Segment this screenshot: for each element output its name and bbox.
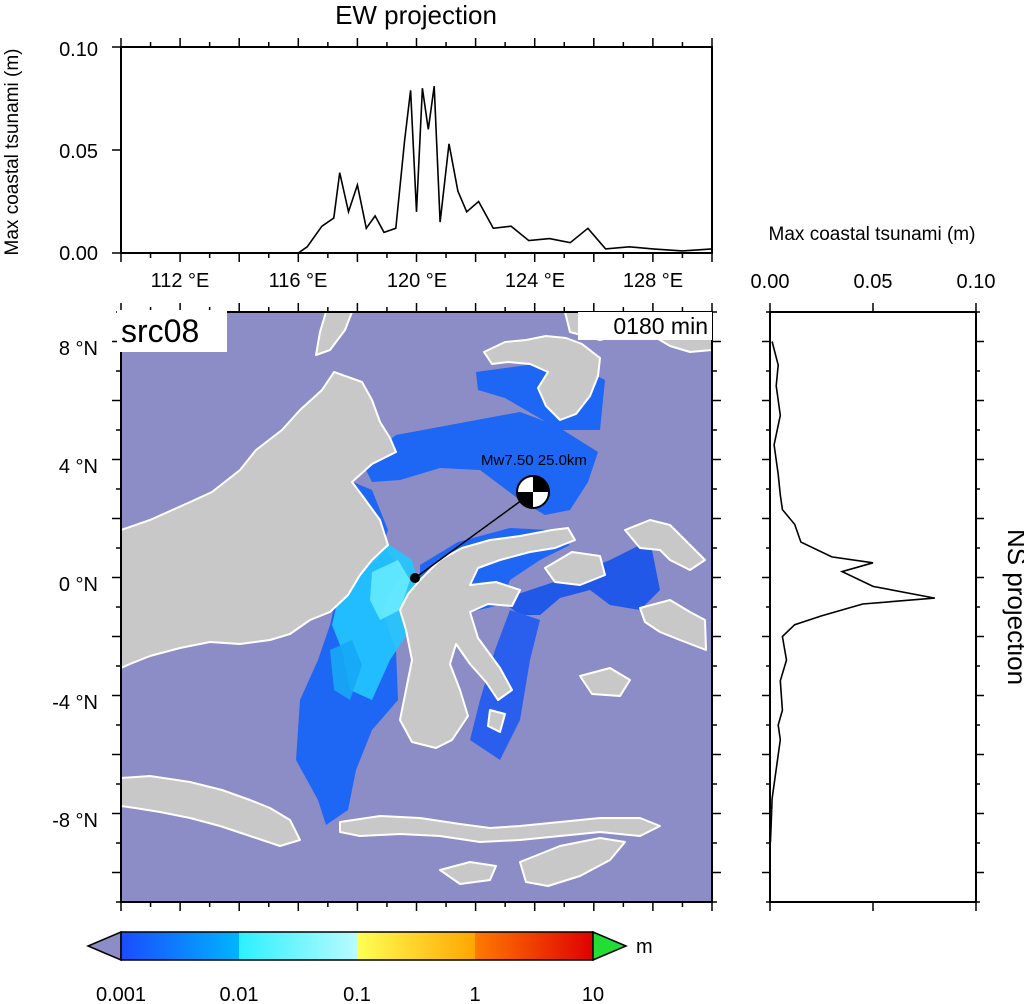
map-axis — [112, 303, 721, 911]
colorbar-tick-label: 0.1 — [343, 984, 371, 1004]
colorbar-under-triangle — [86, 930, 122, 962]
time-label: 0180 min — [613, 313, 708, 339]
colorbar-segment — [475, 932, 593, 960]
ew-axis — [112, 38, 713, 262]
ew-xtick-label: 120 °E — [387, 270, 447, 292]
ew-xtick-label: 116 °E — [269, 270, 328, 292]
colorbar-tick-labels: 0.001 0.01 0.1 1 10 — [96, 984, 604, 1004]
source-label: src08 — [121, 313, 199, 349]
land-halmahera — [624, 519, 706, 571]
map-ytick-labels: 8 °N 4 °N 0 °N -4 °N -8 °N — [52, 338, 98, 832]
source-label-box — [117, 310, 227, 352]
colorbar-segment — [239, 932, 357, 960]
epicenter-dot — [410, 573, 420, 583]
ew-ytick-labels: 0.10 0.05 0.00 — [59, 39, 98, 265]
ew-ytick-label: 0.10 — [59, 39, 98, 61]
ns-axis — [762, 303, 984, 911]
time-label-box — [578, 312, 712, 340]
ew-ytick-label: 0.05 — [59, 141, 98, 163]
tsunami-region-shallow — [330, 640, 362, 700]
ew-frame — [120, 46, 713, 254]
colorbar-tick-label: 1 — [469, 984, 480, 1004]
ew-xtick-label: 124 °E — [505, 270, 565, 292]
colorbar-segment — [357, 932, 475, 960]
source-marker: Mw7.50 25.0km — [410, 452, 587, 583]
map-ytick-label: 0 °N — [59, 574, 98, 596]
ns-title: NS projection — [1002, 529, 1024, 685]
ns-xtick-label: 0.05 — [854, 271, 893, 293]
ns-frame — [769, 311, 977, 903]
map-ytick-label: -4 °N — [52, 692, 98, 714]
map-ytick-label: 4 °N — [59, 456, 98, 478]
ns-xtick-label: 0.10 — [957, 271, 996, 293]
land-island — [487, 709, 506, 733]
focal-mechanism-quadrant — [533, 476, 549, 492]
colorbar-tick-label: 10 — [582, 984, 604, 1004]
ns-xtick-labels: 0.00 0.05 0.10 — [751, 271, 996, 293]
land-java — [120, 775, 301, 847]
land-masses — [120, 311, 713, 887]
source-link-line — [414, 491, 534, 579]
land-lesser-sunda — [339, 815, 661, 843]
ew-ytick-label: 0.00 — [59, 243, 98, 265]
colorbar-over-triangle — [592, 930, 628, 962]
quake-label: Mw7.50 25.0km — [481, 452, 587, 469]
ew-xtick-label: 128 °E — [623, 270, 683, 292]
ew-series-line — [121, 85, 713, 254]
ew-title: EW projection — [335, 0, 497, 30]
focal-mechanism-quadrant — [517, 492, 533, 508]
land-island — [639, 599, 707, 651]
colorbar: m 0.001 0.01 0.1 1 10 — [86, 930, 653, 1004]
ew-ylabel: Max coastal tsunami (m) — [2, 49, 23, 256]
colorbar-tick-label: 0.01 — [220, 984, 259, 1004]
land-island — [544, 551, 606, 586]
map-ytick-label: -8 °N — [52, 810, 98, 832]
map-ytick-label: 8 °N — [59, 338, 98, 360]
ew-panel: EW projection Max coastal tsunami (m) 0.… — [2, 0, 713, 292]
land-sulawesi — [399, 527, 576, 749]
land-sumba — [439, 861, 497, 885]
land-island — [579, 667, 631, 697]
ns-xlabel: Max coastal tsunami (m) — [769, 224, 976, 245]
colorbar-tick-label: 0.001 — [96, 984, 146, 1004]
map-panel: Mw7.50 25.0km src08 0180 min 8 °N 4 °N 0… — [52, 303, 721, 911]
land-mindanao — [483, 335, 601, 421]
ns-series-line — [769, 341, 935, 844]
ns-xtick-label: 0.00 — [751, 271, 790, 293]
tsunami-region-shallow — [370, 560, 410, 620]
land-timor — [519, 837, 626, 887]
colorbar-segment — [121, 932, 239, 960]
colorbar-unit: m — [636, 936, 653, 958]
ew-xtick-labels: 112 °E 116 °E 120 °E 124 °E 128 °E — [151, 270, 684, 292]
land-borneo — [120, 371, 397, 669]
ew-xtick-label: 112 °E — [151, 270, 210, 292]
ns-panel: Max coastal tsunami (m) 0.00 0.05 0.10 N… — [751, 224, 1024, 911]
